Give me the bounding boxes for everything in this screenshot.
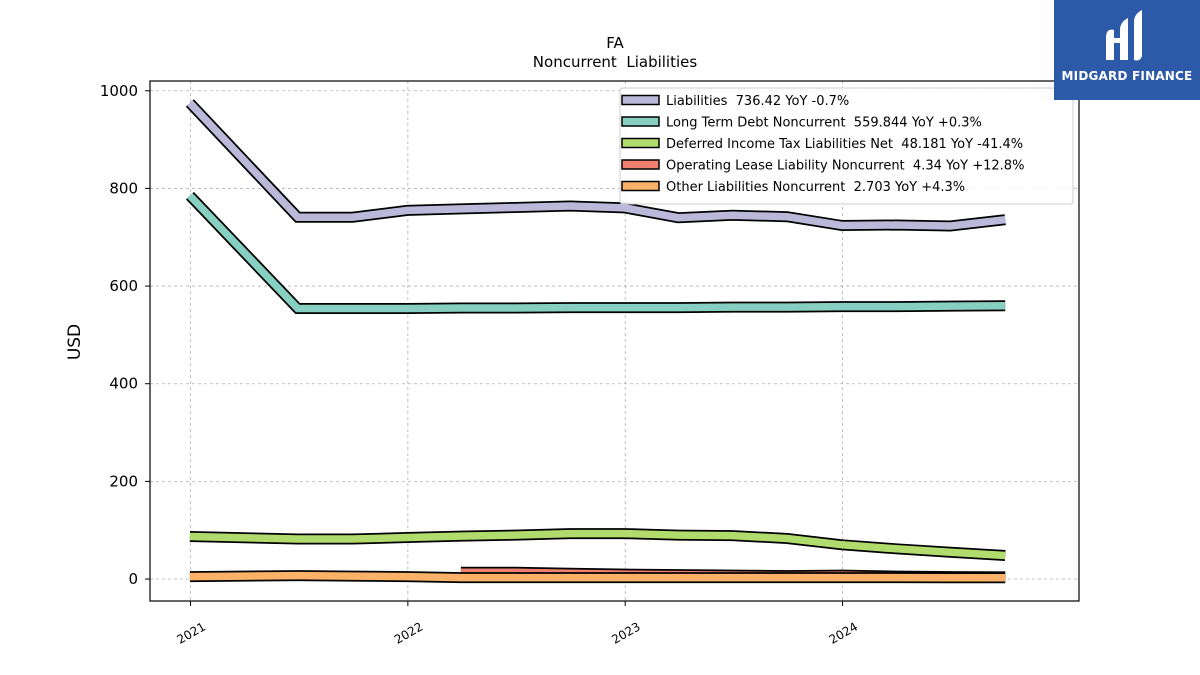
chart-legend: Liabilities 736.42 YoY -0.7% Long Term De… [619,87,1074,205]
y-tick-label: 200 [109,472,138,490]
legend-label-3: Operating Lease Liability Noncurrent 4.3… [666,159,1024,174]
legend-label-1: Long Term Debt Noncurrent 559.844 YoY +0… [666,116,982,131]
x-tick-label: 2024 [827,619,860,646]
x-tick-label: 2023 [609,619,642,646]
legend-label-2: Deferred Income Tax Liabilities Net 48.1… [666,137,1023,152]
legend-swatch-1 [621,116,660,127]
x-tick-label: 2022 [392,619,425,646]
legend-swatch-3 [621,159,660,170]
y-axis-label: USD [65,324,85,360]
y-tick-label: 400 [109,375,138,393]
legend-label-4: Other Liabilities Noncurrent 2.703 YoY +… [666,180,965,195]
series-line-4 [189,571,1006,582]
series-line-1 [187,193,1006,313]
legend-swatch-2 [621,137,660,149]
y-tick-label: 1000 [100,82,138,100]
chart-title: FA [606,34,624,52]
legend-box [619,87,1074,205]
plot-frame [149,80,1080,602]
brand-name: MIDGARD FINANCE [1061,69,1193,83]
legend-label-0: Liabilities 736.42 YoY -0.7% [666,94,849,109]
chart-subtitle: Noncurrent Liabilities [533,53,698,71]
legend-swatch-4 [621,180,660,192]
brand-logo-icon [1106,10,1142,61]
series-line-0 [187,100,1006,230]
legend-swatch-0 [621,94,660,106]
y-tick-label: 0 [128,570,138,588]
y-tick-label: 800 [109,179,138,197]
x-tick-label: 2021 [175,619,208,646]
brand-logo: MIDGARD FINANCE [1054,0,1200,100]
series-line-2 [189,529,1006,560]
y-tick-label: 600 [109,277,138,295]
series-layer [185,99,1006,584]
